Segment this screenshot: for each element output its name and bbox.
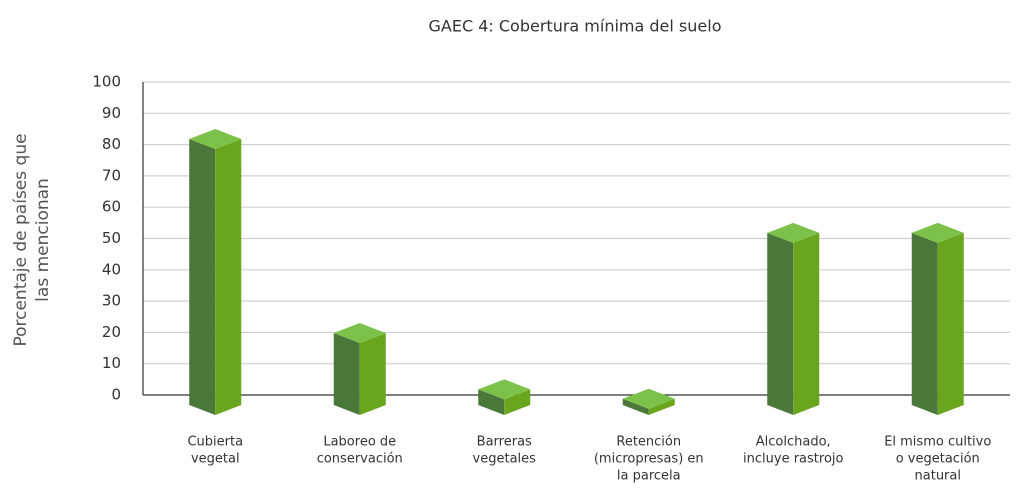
y-tick-label: 10 <box>102 354 121 372</box>
bar-left-face <box>767 232 794 415</box>
bar-top-face <box>333 323 386 344</box>
y-tick-label: 20 <box>102 323 121 341</box>
x-tick-label: natural <box>915 469 961 484</box>
x-tick-label: Retención <box>616 435 681 450</box>
bar-top-face <box>478 379 531 400</box>
x-tick-label: Barreras <box>477 435 532 450</box>
bar-right-face <box>359 333 386 415</box>
bar-right-face <box>793 232 820 415</box>
y-tick-label: 50 <box>102 229 121 247</box>
x-tick-label: vegetal <box>191 452 240 467</box>
y-tick-label: 90 <box>102 104 121 122</box>
y-axis-label: Porcentaje de países que las mencionan <box>11 133 53 346</box>
y-label-line: las mencionan <box>33 178 53 302</box>
y-tick-label: 100 <box>92 73 121 91</box>
bar-top-face <box>767 222 820 243</box>
bar-left-face <box>333 333 360 415</box>
x-tick-label: (micropresas) en <box>594 452 704 467</box>
bar-right-face <box>504 389 531 415</box>
bar-right-face <box>215 138 242 415</box>
y-label-line: Porcentaje de países que <box>11 133 31 346</box>
x-tick-label: El mismo cultivo <box>884 435 991 450</box>
bar-right-face <box>937 232 964 415</box>
bar-left-face <box>622 398 649 415</box>
y-tick-label: 0 <box>111 386 121 404</box>
x-tick-label: conservación <box>317 452 403 467</box>
bar-right-face <box>648 398 675 415</box>
bar-top-face <box>622 388 675 409</box>
x-tick-label: o vegetación <box>896 452 980 467</box>
bar-top-face <box>189 128 242 149</box>
x-tick-label: Cubierta <box>187 435 243 450</box>
y-tick-label: 30 <box>102 292 121 310</box>
y-tick-label: 80 <box>102 135 121 153</box>
bar-top-face <box>911 222 964 243</box>
bar <box>767 222 820 415</box>
bar-left-face <box>911 232 938 415</box>
bar <box>333 323 386 415</box>
x-tick-label: Alcolchado, <box>756 435 831 450</box>
bar-left-face <box>478 389 505 415</box>
x-tick-label: Laboreo de <box>323 435 396 450</box>
x-tick-label: incluye rastrojo <box>743 452 843 467</box>
bar <box>478 379 531 415</box>
bar <box>622 388 675 415</box>
y-tick-label: 60 <box>102 198 121 216</box>
bar-left-face <box>189 138 216 415</box>
x-tick-label: la parcela <box>617 469 681 484</box>
x-tick-label: vegetales <box>473 452 537 467</box>
y-tick-label: 40 <box>102 260 121 278</box>
chart-title: GAEC 4: Cobertura mínima del suelo <box>429 17 722 36</box>
bar <box>189 128 242 415</box>
bar <box>911 222 964 415</box>
y-tick-label: 70 <box>102 166 121 184</box>
